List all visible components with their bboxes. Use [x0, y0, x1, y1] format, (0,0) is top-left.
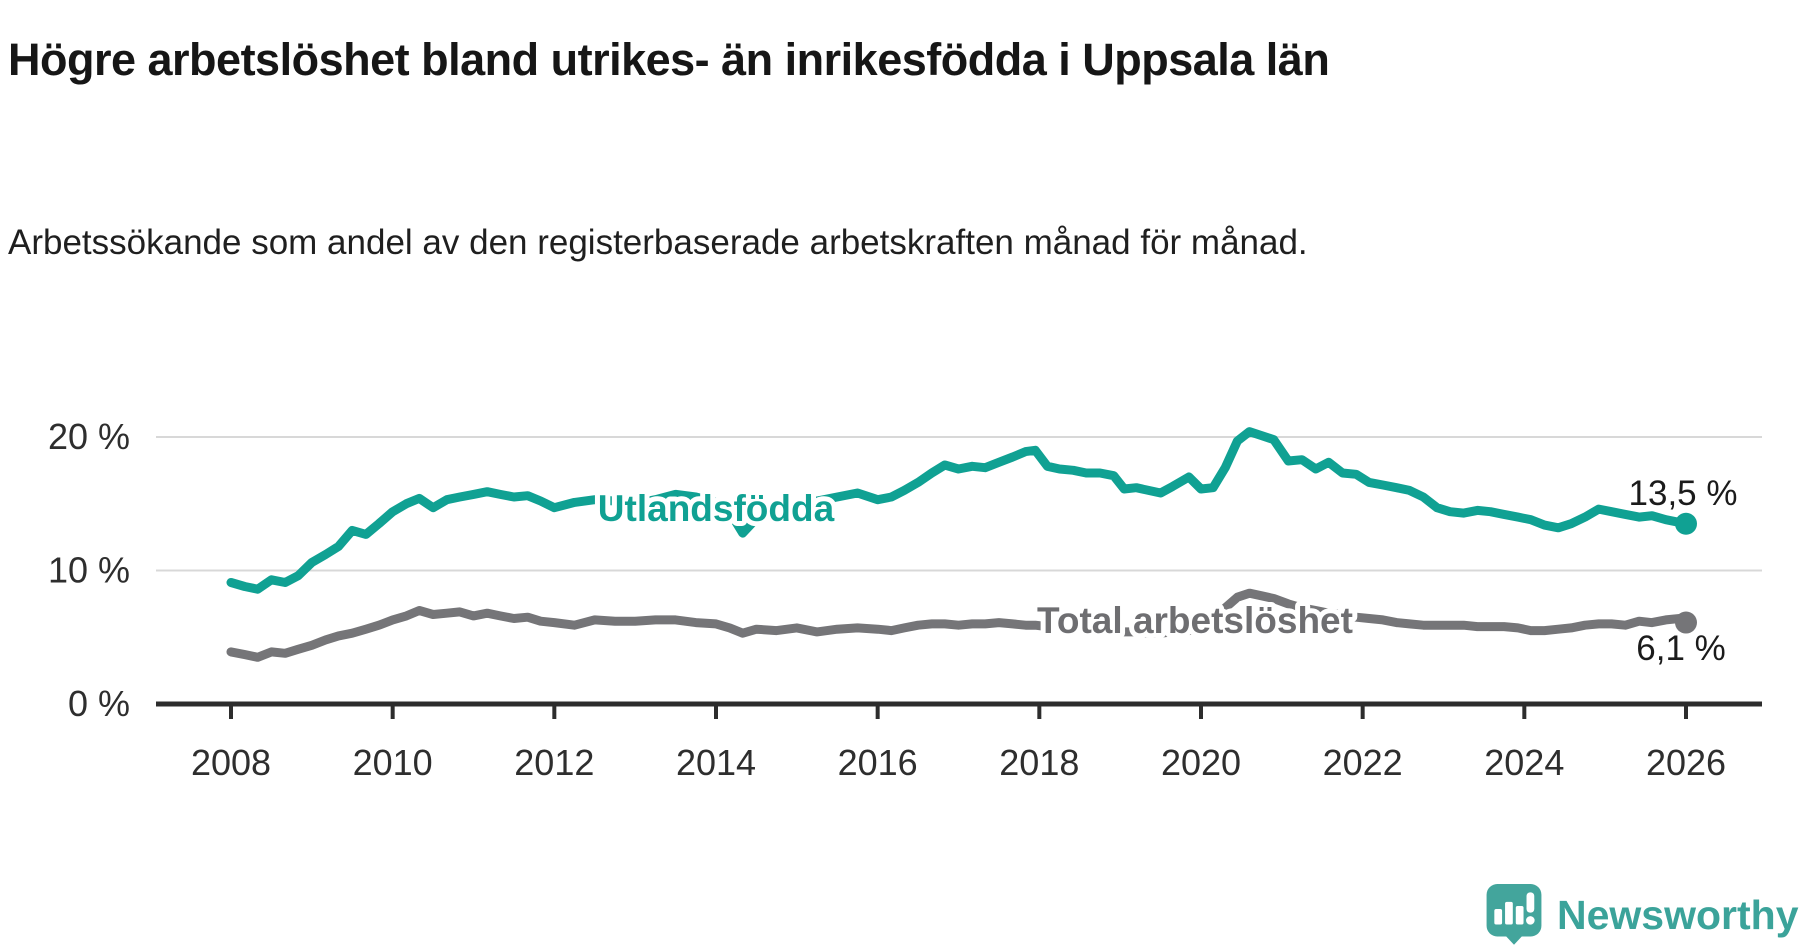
x-tick-label: 2014	[676, 742, 756, 783]
y-tick-label: 10 %	[48, 549, 130, 590]
newsworthy-brandmark: Newsworthy	[1486, 884, 1799, 946]
x-tick-label: 2022	[1323, 742, 1403, 783]
end-value-label-total-arbetsloshet: 6,1 %	[1636, 629, 1726, 668]
end-dot-utlandsfodda	[1674, 512, 1697, 535]
x-tick-label: 2024	[1484, 742, 1564, 783]
end-dot-total-arbetsloshet	[1674, 611, 1697, 634]
series-line-total-arbetsloshet	[226, 588, 1691, 662]
series-line-utlandsfodda	[226, 427, 1691, 594]
x-tick-label: 2018	[999, 742, 1079, 783]
x-tick-label: 2012	[514, 742, 594, 783]
x-tick-label: 2020	[1161, 742, 1241, 783]
end-value-label-utlandsfodda: 13,5 %	[1629, 474, 1738, 513]
chart-title: Högre arbetslöshet bland utrikes- än inr…	[8, 34, 1330, 86]
newsworthy-wordmark: Newsworthy	[1557, 892, 1799, 938]
y-tick-label: 20 %	[48, 416, 130, 457]
x-tick-label: 2010	[353, 742, 433, 783]
y-tick-label: 0 %	[68, 683, 130, 724]
plot-labels: Utlandsfödda Total arbetslöshet 13,5 % 6…	[593, 474, 1738, 668]
series-label-utlandsfodda: Utlandsfödda	[598, 488, 835, 529]
series-label-total-arbetsloshet: Total arbetslöshet	[1037, 600, 1353, 641]
x-tick-label: 2008	[191, 742, 271, 783]
plot-area: 0 % 10 % 20 % 2008 2010 2012 2014 2016 2018 2020 2…	[48, 416, 1762, 783]
chart-subtitle: Arbetssökande som andel av den registerb…	[8, 223, 1308, 262]
x-tick-label: 2026	[1646, 742, 1726, 783]
newsworthy-logo-icon	[1486, 884, 1542, 946]
x-tick-label: 2016	[838, 742, 918, 783]
